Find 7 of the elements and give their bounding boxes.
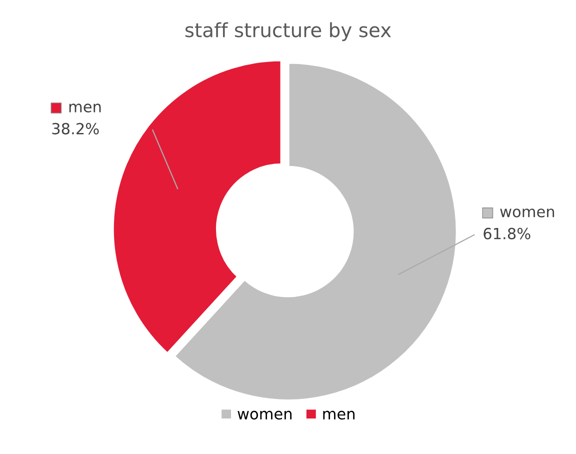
category-label: women (500, 208, 554, 218)
data-label: 38.2% (52, 122, 99, 134)
category-label: men (323, 410, 355, 420)
legend-label: women (238, 410, 292, 420)
chart-title: staff structure by sex (185, 22, 391, 42)
legend-label: men (69, 104, 101, 112)
data-label: 61.8% (484, 228, 530, 240)
